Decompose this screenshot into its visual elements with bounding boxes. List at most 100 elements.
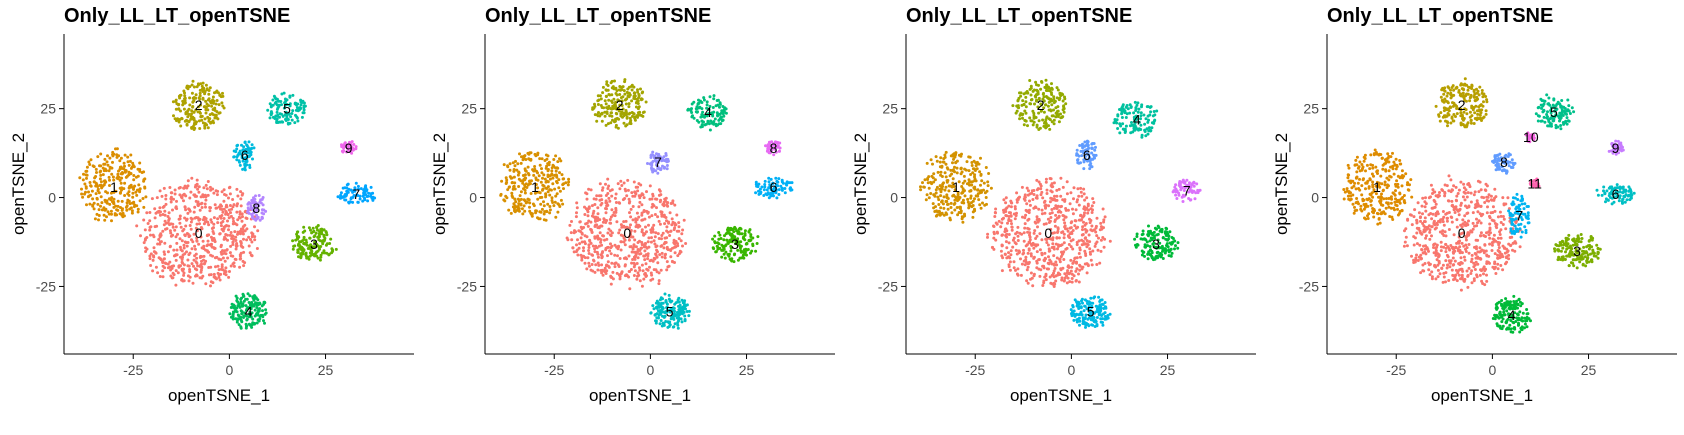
data-point [162, 223, 166, 227]
data-point [127, 163, 131, 167]
data-point [606, 231, 610, 235]
data-point [640, 213, 644, 217]
data-point [1033, 102, 1036, 106]
data-point [178, 237, 182, 241]
cluster-8-points [246, 194, 268, 222]
data-point [658, 322, 662, 326]
data-point [182, 273, 186, 277]
data-point [1078, 255, 1082, 259]
data-point [1077, 280, 1081, 284]
data-point [641, 269, 645, 273]
data-point [1141, 232, 1145, 236]
data-point [722, 238, 726, 242]
data-point [645, 230, 648, 234]
x-axis-label: openTSNE_1 [589, 386, 691, 405]
data-point [1150, 254, 1154, 258]
data-point [189, 190, 193, 194]
data-point [307, 257, 311, 261]
data-point [229, 244, 233, 248]
data-point [587, 246, 591, 249]
data-point [238, 152, 242, 156]
data-point [596, 226, 600, 230]
data-point [1042, 200, 1046, 204]
data-point [577, 229, 581, 233]
data-point [328, 242, 332, 245]
data-point [213, 275, 217, 279]
data-point [298, 243, 301, 247]
data-point [158, 189, 162, 193]
data-point [240, 143, 243, 147]
data-point [231, 262, 235, 266]
data-point [122, 161, 126, 165]
data-point [245, 307, 249, 311]
data-point [220, 204, 223, 208]
data-point [108, 156, 112, 160]
data-point [186, 109, 190, 113]
data-point [1032, 246, 1036, 250]
data-point [603, 266, 607, 270]
data-point [111, 175, 115, 179]
data-point [700, 125, 704, 129]
data-point [628, 226, 631, 230]
data-point [1073, 224, 1077, 228]
data-point [222, 207, 226, 211]
data-point [160, 194, 164, 198]
data-point [287, 112, 291, 116]
data-point [945, 180, 949, 184]
data-point [1095, 234, 1099, 238]
data-point [98, 170, 102, 174]
data-point [217, 275, 221, 279]
data-point [324, 243, 328, 247]
data-point [1035, 83, 1038, 87]
data-point [973, 207, 976, 211]
data-point [188, 96, 192, 100]
data-point [712, 120, 716, 124]
data-point [286, 118, 290, 121]
data-point [206, 220, 210, 224]
data-point [613, 79, 616, 83]
data-point [599, 269, 603, 272]
data-point [1070, 277, 1074, 280]
data-point [1009, 205, 1013, 209]
data-point [1058, 260, 1062, 264]
data-point [1060, 252, 1064, 256]
data-point [661, 321, 665, 325]
data-point [183, 205, 187, 209]
data-point [1052, 95, 1056, 99]
data-point [299, 253, 303, 257]
data-point [1035, 250, 1039, 254]
data-point [1010, 228, 1014, 232]
data-point [614, 192, 618, 196]
data-point [224, 193, 228, 197]
data-point [204, 217, 208, 221]
data-point [229, 214, 233, 218]
data-point [922, 185, 926, 189]
data-point [280, 112, 283, 116]
data-point [605, 237, 609, 241]
data-point [202, 186, 206, 190]
data-point [240, 219, 244, 223]
data-point [604, 221, 608, 224]
data-point [1092, 228, 1096, 232]
data-point [632, 180, 636, 184]
data-point [618, 187, 622, 191]
data-point [640, 203, 644, 207]
data-point [199, 195, 203, 199]
data-point [106, 191, 109, 195]
data-point [621, 107, 625, 111]
data-point [127, 171, 131, 175]
data-point [581, 254, 584, 258]
data-point [1146, 257, 1150, 261]
data-point [225, 248, 229, 252]
data-point [610, 231, 614, 235]
data-point [999, 249, 1003, 253]
data-point [339, 194, 343, 198]
data-point [546, 202, 550, 206]
data-point [518, 152, 521, 156]
data-point [1137, 128, 1140, 132]
data-point [247, 140, 251, 144]
data-point [940, 164, 944, 168]
cluster-2-points [591, 78, 648, 130]
data-point [593, 113, 597, 117]
data-point [548, 211, 552, 215]
